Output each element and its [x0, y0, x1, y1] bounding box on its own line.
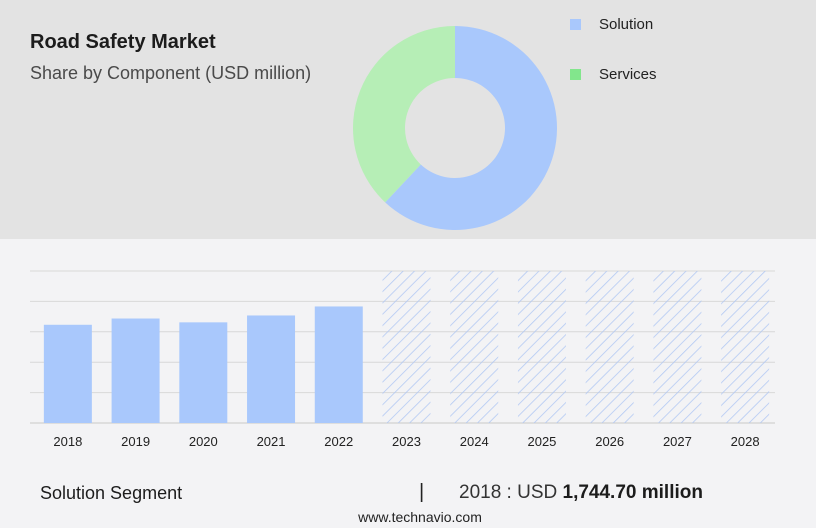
forecast-bar-2027: [653, 271, 702, 423]
chart-title: Road Safety Market: [30, 31, 216, 53]
footer-divider: |: [419, 481, 425, 503]
x-tick-label: 2024: [460, 434, 489, 449]
forecast-bar-2026: [585, 271, 634, 423]
x-tick-label: 2022: [324, 434, 353, 449]
bar-chart: 2018 2019 2020 2021 2022 2023 2024 2025 2026 2027…: [30, 270, 775, 449]
x-tick-label: 2021: [257, 434, 286, 449]
legend-item-solution: Solution: [570, 16, 653, 33]
bar-2022: [314, 306, 363, 423]
x-tick-label: 2027: [663, 434, 692, 449]
bar-2020: [179, 322, 228, 423]
footer-url[interactable]: www.technavio.com: [358, 509, 482, 525]
legend-swatch-solution: [570, 19, 581, 30]
forecast-bar-2023: [382, 271, 431, 423]
x-tick-label: 2018: [53, 434, 82, 449]
forecast-bar-2028: [721, 271, 770, 423]
footer-value: 2018 : USD 1,744.70 million: [459, 482, 703, 504]
x-tick-label: 2020: [189, 434, 218, 449]
x-tick-label: 2025: [527, 434, 556, 449]
footer-value-amount: 1,744.70 million: [562, 482, 703, 503]
legend-label-solution: Solution: [599, 16, 654, 33]
footer-segment-label: Solution Segment: [40, 483, 183, 503]
bar-2021: [247, 315, 296, 423]
donut-slice-solution: [385, 26, 557, 230]
chart-subtitle: Share by Component (USD million): [30, 63, 312, 83]
footer-year-label: 2018 : USD: [459, 482, 563, 503]
bar-2019: [111, 318, 160, 423]
donut-slice-services: [353, 26, 455, 203]
legend-swatch-services: [570, 69, 581, 80]
forecast-bar-2024: [450, 271, 499, 423]
forecast-bar-2025: [517, 271, 566, 423]
x-tick-label: 2023: [392, 434, 421, 449]
bar-2018: [43, 324, 92, 423]
donut-chart: [353, 26, 557, 230]
x-tick-label: 2026: [595, 434, 624, 449]
legend-label-services: Services: [599, 66, 657, 83]
x-tick-label: 2019: [121, 434, 150, 449]
legend-item-services: Services: [570, 66, 657, 83]
x-tick-label: 2028: [731, 434, 760, 449]
